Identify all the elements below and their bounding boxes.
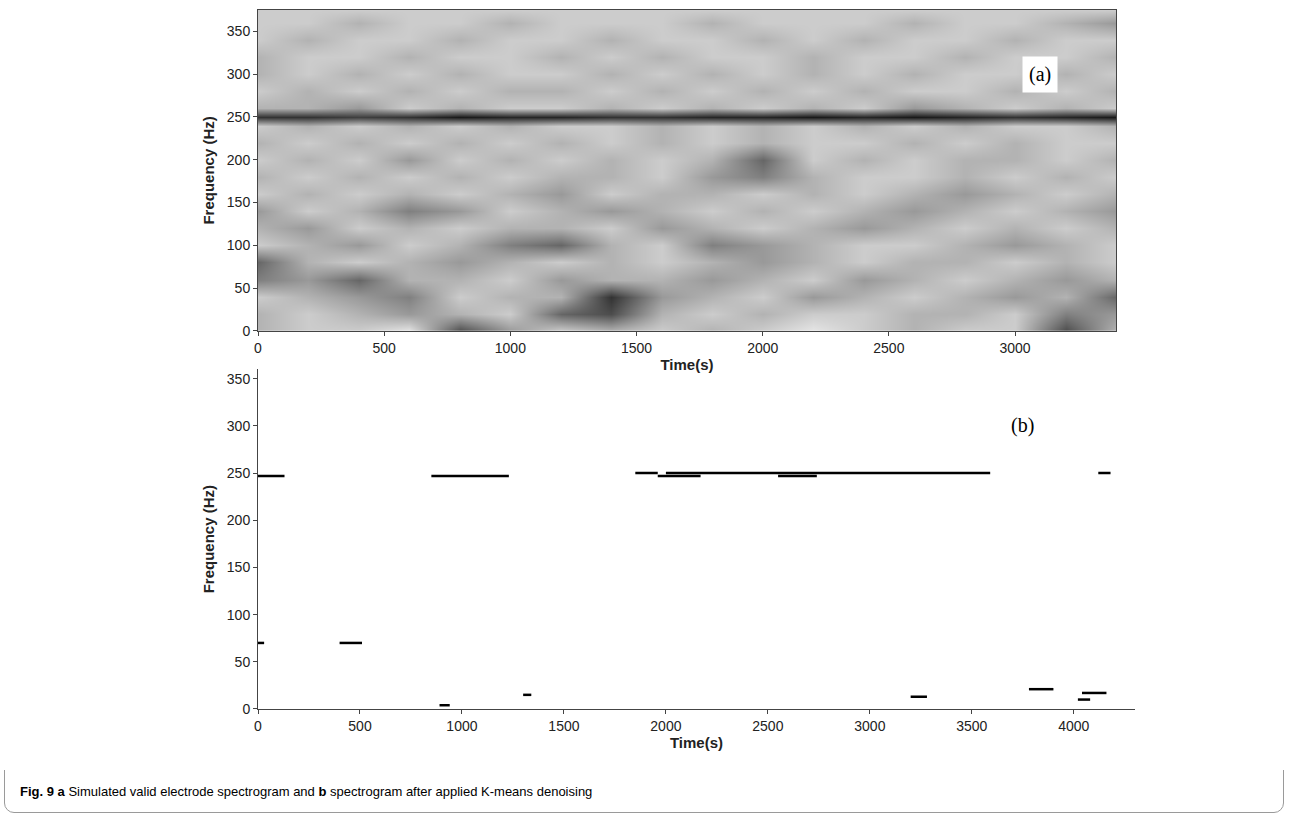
svg-text:Time(s): Time(s)	[660, 356, 713, 373]
svg-text:1500: 1500	[621, 340, 652, 356]
svg-text:3000: 3000	[854, 718, 885, 734]
html-text:Fig. 9 a Simulated valid elect: Fig. 9 a Simulated valid electrode spect…	[20, 784, 593, 799]
svg-text:0: 0	[254, 340, 262, 356]
svg-text:50: 50	[235, 654, 251, 670]
svg-text:3500: 3500	[956, 718, 987, 734]
svg-text:500: 500	[373, 340, 397, 356]
svg-text:0: 0	[242, 323, 250, 339]
svg-text:500: 500	[348, 718, 372, 734]
svg-text:100: 100	[227, 607, 251, 623]
svg-text:(b): (b)	[1011, 414, 1034, 437]
svg-text:2500: 2500	[873, 340, 904, 356]
svg-text:250: 250	[227, 465, 251, 481]
svg-text:200: 200	[227, 512, 251, 528]
svg-text:0: 0	[254, 718, 262, 734]
svg-text:100: 100	[227, 237, 251, 253]
svg-text:2000: 2000	[650, 718, 681, 734]
svg-text:50: 50	[235, 280, 251, 296]
svg-text:300: 300	[227, 418, 251, 434]
svg-text:Time(s): Time(s)	[670, 734, 723, 751]
svg-text:0: 0	[242, 701, 250, 717]
svg-text:350: 350	[227, 371, 251, 387]
svg-text:2500: 2500	[752, 718, 783, 734]
svg-text:4000: 4000	[1058, 718, 1089, 734]
svg-text:200: 200	[227, 152, 251, 168]
svg-text:3000: 3000	[999, 340, 1030, 356]
svg-text:250: 250	[227, 109, 251, 125]
svg-text:1000: 1000	[495, 340, 526, 356]
svg-text:2000: 2000	[747, 340, 778, 356]
svg-text:350: 350	[227, 23, 251, 39]
svg-text:Frequency (Hz): Frequency (Hz)	[200, 485, 217, 593]
svg-text:Frequency (Hz): Frequency (Hz)	[200, 116, 217, 224]
svg-text:300: 300	[227, 66, 251, 82]
svg-text:1500: 1500	[548, 718, 579, 734]
svg-text:150: 150	[227, 194, 251, 210]
svg-text:150: 150	[227, 559, 251, 575]
svg-text:(a): (a)	[1029, 63, 1051, 86]
svg-text:1000: 1000	[446, 718, 477, 734]
